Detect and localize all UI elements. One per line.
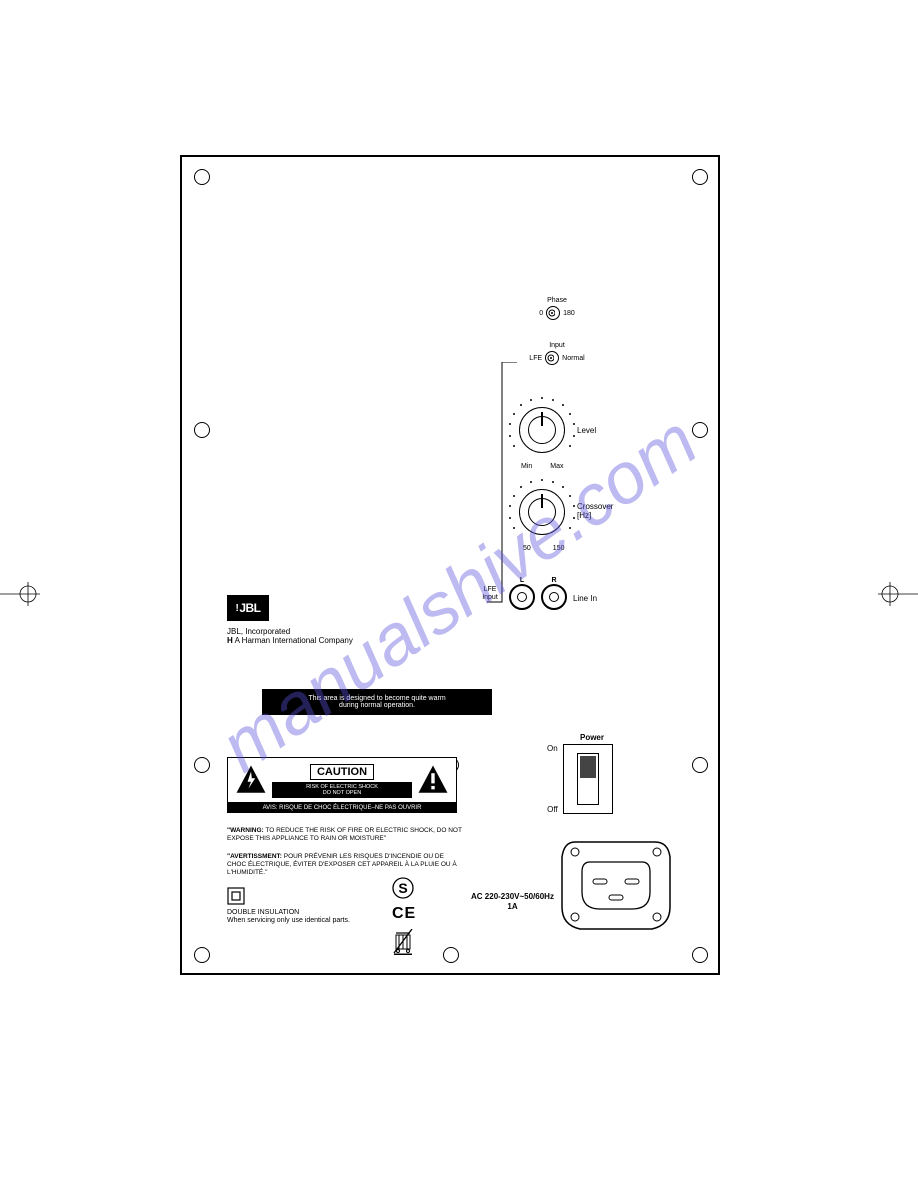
level-knob[interactable] [519,407,565,453]
warm-line1: This area is designed to become quite wa… [272,695,482,702]
company-line1: JBL, Incorporated [227,627,353,636]
panel-screw [194,422,210,438]
power-on-label: On [547,744,558,753]
crossover-hz-label: [Hz] [577,512,613,521]
weee-icon [392,929,414,955]
input-title: Input [507,342,607,349]
warm-notice: This area is designed to become quite wa… [262,689,492,715]
level-label: Level [577,426,596,435]
input-lfe-label: LFE [529,355,542,362]
lfe-input-label-1: LFE [477,586,503,594]
phase-180-label: 180 [563,310,575,317]
power-section: Power On Off [547,733,637,814]
panel-screw [194,757,210,773]
double-insulation-icon [227,887,245,905]
crossover-knob[interactable] [519,489,565,535]
level-section: Level Min Max [507,395,637,470]
power-switch[interactable] [563,744,613,814]
panel-screw [692,947,708,963]
company-line2: H A Harman International Company [227,636,353,645]
lightning-triangle-icon [234,763,268,797]
power-title: Power [547,733,637,742]
s-mark-icon: S [392,877,414,899]
panel-screw [443,947,459,963]
caution-block: CAUTION RISK OF ELECTRIC SHOCK DO NOT OP… [227,757,457,813]
crossover-section: Crossover [Hz] 50 150 [507,477,647,552]
linein-section: LFE Input L R Line In [477,577,657,610]
input-switch[interactable] [545,351,559,365]
warning-en: "WARNING: TO REDUCE THE RISK OF FIRE OR … [227,827,462,843]
phase-section: Phase 0 180 [522,297,592,320]
panel-screw [194,947,210,963]
rca-left-jack[interactable] [509,584,535,610]
linein-label: Line In [573,594,597,603]
crop-mark-left [0,574,40,614]
input-normal-label: Normal [562,355,585,362]
crop-mark-right [878,574,918,614]
exclamation-triangle-icon [416,763,450,797]
double-ins-text: DOUBLE INSULATION When servicing only us… [227,909,407,926]
caution-title: CAUTION [310,764,374,780]
lfe-input-label-2: Input [477,594,503,602]
jbl-logo: JBL [227,595,269,621]
amplifier-panel: Phase 0 180 Input LFE Normal [180,155,720,975]
input-switch-section: Input LFE Normal [507,342,607,365]
warm-line2: during normal operation. [272,702,482,709]
panel-screw [194,169,210,185]
panel-screw [692,422,708,438]
panel-screw [692,757,708,773]
caution-donotopen: DO NOT OPEN [274,790,410,796]
warning-fr: "AVERTISSMENT: POUR PRÉVENIR LES RISQUES… [227,853,462,876]
ce-mark: CE [392,905,416,923]
power-off-label: Off [547,805,558,814]
avis-text: AVIS: RISQUE DE CHOC ÉLECTRIQUE–NE PAS O… [227,803,457,813]
phase-switch[interactable] [546,306,560,320]
rca-r-label: R [551,577,556,584]
iec-inlet[interactable] [560,837,680,937]
rca-right-jack[interactable] [541,584,567,610]
brand-block: JBL JBL, Incorporated H A Harman Interna… [227,595,353,645]
ac-rating: AC 220-230V~50/60Hz 1A [465,892,560,911]
svg-text:S: S [398,880,407,896]
rca-l-label: L [520,577,524,584]
phase-0-label: 0 [539,310,543,317]
phase-title: Phase [522,297,592,304]
panel-screw [692,169,708,185]
